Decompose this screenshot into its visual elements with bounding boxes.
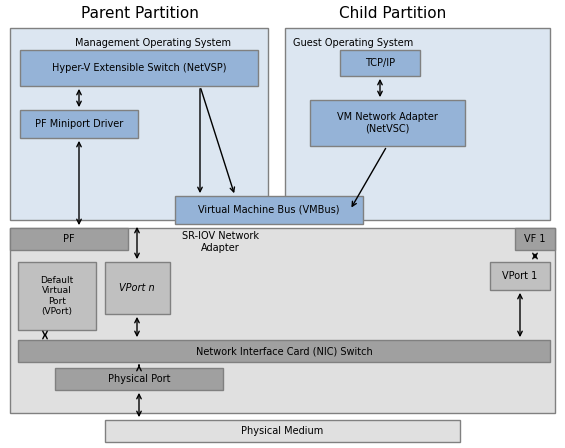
Text: Child Partition: Child Partition bbox=[340, 7, 446, 22]
Bar bbox=[10, 28, 268, 220]
Text: Physical Port: Physical Port bbox=[108, 374, 170, 384]
Text: TCP/IP: TCP/IP bbox=[365, 58, 395, 68]
Bar bbox=[285, 28, 550, 220]
Bar bbox=[18, 340, 550, 362]
Text: Physical Medium: Physical Medium bbox=[241, 426, 323, 436]
Bar bbox=[55, 368, 223, 390]
Bar bbox=[515, 228, 555, 250]
Text: VF 1: VF 1 bbox=[524, 234, 546, 244]
Bar bbox=[10, 228, 128, 250]
Text: PF: PF bbox=[63, 234, 75, 244]
Text: Guest Operating System: Guest Operating System bbox=[293, 38, 413, 48]
Bar bbox=[18, 262, 96, 330]
Bar bbox=[310, 100, 465, 146]
Bar bbox=[20, 50, 258, 86]
Bar bbox=[20, 110, 138, 138]
Text: Network Interface Card (NIC) Switch: Network Interface Card (NIC) Switch bbox=[195, 346, 372, 356]
Text: Default
Virtual
Port
(VPort): Default Virtual Port (VPort) bbox=[40, 276, 73, 316]
Text: VM Network Adapter
(NetVSC): VM Network Adapter (NetVSC) bbox=[337, 112, 437, 134]
Text: Management Operating System: Management Operating System bbox=[75, 38, 231, 48]
Text: SR-IOV Network
Adapter: SR-IOV Network Adapter bbox=[181, 231, 259, 253]
Bar bbox=[490, 262, 550, 290]
Bar bbox=[105, 262, 170, 314]
Text: Virtual Machine Bus (VMBus): Virtual Machine Bus (VMBus) bbox=[198, 205, 340, 215]
Bar bbox=[10, 228, 555, 413]
Bar bbox=[105, 420, 460, 442]
Text: PF Miniport Driver: PF Miniport Driver bbox=[35, 119, 123, 129]
Text: VPort n: VPort n bbox=[119, 283, 155, 293]
Bar bbox=[175, 196, 363, 224]
Bar bbox=[340, 50, 420, 76]
Text: VPort 1: VPort 1 bbox=[502, 271, 538, 281]
Text: Hyper-V Extensible Switch (NetVSP): Hyper-V Extensible Switch (NetVSP) bbox=[52, 63, 226, 73]
Text: Parent Partition: Parent Partition bbox=[81, 7, 199, 22]
